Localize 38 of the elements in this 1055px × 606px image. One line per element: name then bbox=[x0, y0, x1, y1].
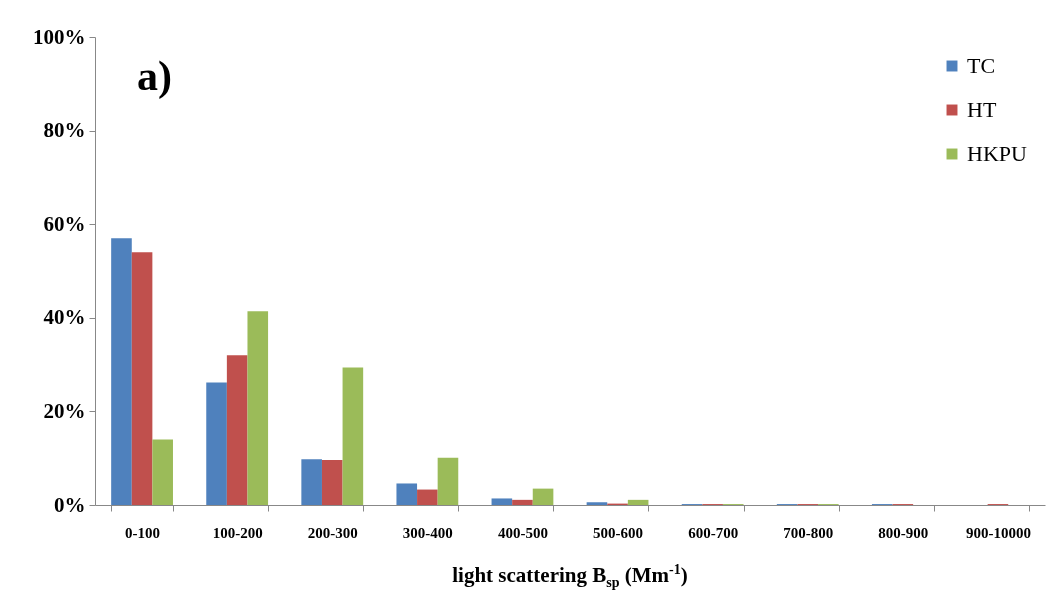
x-tick-label: 700-800 bbox=[783, 524, 834, 541]
bar bbox=[512, 499, 533, 505]
y-tick-label: 80% bbox=[43, 118, 86, 143]
y-tick-label: 40% bbox=[43, 305, 86, 330]
legend-label: HKPU bbox=[967, 141, 1028, 166]
bar bbox=[206, 382, 227, 505]
x-tick-label: 900-10000 bbox=[965, 524, 1031, 541]
bar bbox=[417, 489, 438, 505]
bar bbox=[152, 439, 173, 505]
legend-label: TC bbox=[967, 53, 996, 78]
y-tick-label: 20% bbox=[43, 398, 86, 423]
x-tick-label: 600-700 bbox=[688, 524, 739, 541]
legend-label: HT bbox=[967, 97, 997, 122]
y-tick-label: 100% bbox=[33, 24, 86, 49]
bar bbox=[586, 502, 608, 505]
bar bbox=[321, 460, 343, 505]
bar bbox=[226, 355, 248, 505]
x-tick-label: 800-900 bbox=[878, 524, 929, 541]
y-tick-label: 60% bbox=[43, 211, 86, 236]
bar bbox=[342, 367, 364, 505]
bar bbox=[131, 252, 153, 505]
x-tick-label: 200-300 bbox=[307, 524, 358, 541]
bar bbox=[247, 311, 269, 505]
bar bbox=[111, 238, 132, 505]
x-axis-title: light scattering B$_{sp}$ (Mm$^{-1}$) bbox=[451, 562, 689, 592]
x-tick-label: 400-500 bbox=[497, 524, 548, 541]
bar bbox=[532, 488, 554, 505]
x-tick-label: 300-400 bbox=[402, 524, 453, 541]
bar bbox=[491, 498, 513, 505]
x-tick-label: 100-200 bbox=[212, 524, 263, 541]
annotation: a) bbox=[137, 53, 172, 100]
bar bbox=[437, 457, 459, 505]
x-tick-label: 0-100 bbox=[125, 524, 161, 541]
y-tick-label: 0% bbox=[54, 492, 86, 517]
bar bbox=[627, 499, 649, 505]
bar bbox=[301, 459, 322, 505]
bar bbox=[396, 483, 418, 505]
x-tick-label: 500-600 bbox=[593, 524, 644, 541]
